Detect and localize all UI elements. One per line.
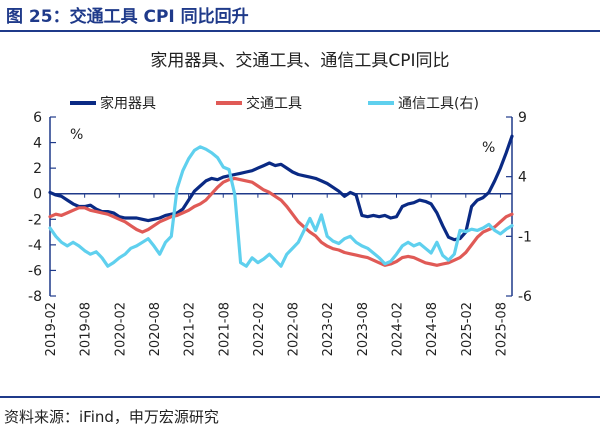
x-tick-label: 2025-08 <box>494 302 509 356</box>
x-tick-label: 2023-02 <box>321 302 336 356</box>
source-note: 资料来源：iFind，申万宏源研究 <box>4 408 219 426</box>
legend-label-1: 家用器具 <box>100 95 156 112</box>
left-tick-label: 2 <box>33 161 42 177</box>
left-tick-label: 0 <box>33 187 42 203</box>
x-tick-label: 2020-08 <box>148 302 163 356</box>
left-tick-label: -2 <box>28 212 42 228</box>
x-tick-label: 2023-08 <box>356 302 371 356</box>
x-tick-label: 2024-02 <box>391 302 406 356</box>
x-tick-label: 2020-02 <box>113 302 128 356</box>
x-tick-label: 2022-02 <box>252 302 267 356</box>
left-tick-label: -4 <box>28 238 42 254</box>
legend-label-3: 通信工具(右) <box>398 96 479 112</box>
title-rule <box>0 30 600 32</box>
left-tick-label: 6 <box>33 110 42 126</box>
left-tick-label: 4 <box>33 136 42 152</box>
series-line-2 <box>48 176 514 267</box>
series-line-3 <box>48 145 514 268</box>
x-tick-label: 2025-02 <box>460 302 475 356</box>
x-tick-label: 2019-08 <box>79 302 94 356</box>
right-tick-label: -1 <box>518 229 532 245</box>
x-tick-label: 2019-02 <box>44 302 59 356</box>
left-tick-label: -8 <box>28 289 42 305</box>
right-tick-label: -6 <box>518 289 532 305</box>
right-unit-label: % <box>482 140 495 156</box>
right-tick-label: 4 <box>518 170 527 186</box>
left-tick-label: -6 <box>28 263 42 279</box>
chart-title: 家用器具、交通工具、通信工具CPI同比 <box>150 51 450 71</box>
x-tick-label: 2021-02 <box>183 302 198 356</box>
x-tick-label: 2024-08 <box>425 302 440 356</box>
series-line-1 <box>48 134 514 242</box>
legend-label-2: 交通工具 <box>246 95 302 112</box>
source-rule <box>0 396 600 398</box>
right-tick-label: 9 <box>518 110 527 126</box>
left-unit-label: % <box>70 127 83 143</box>
x-tick-label: 2022-08 <box>287 302 302 356</box>
figure-title: 图 25：交通工具 CPI 同比回升 <box>6 7 249 27</box>
x-tick-label: 2021-08 <box>217 302 232 356</box>
